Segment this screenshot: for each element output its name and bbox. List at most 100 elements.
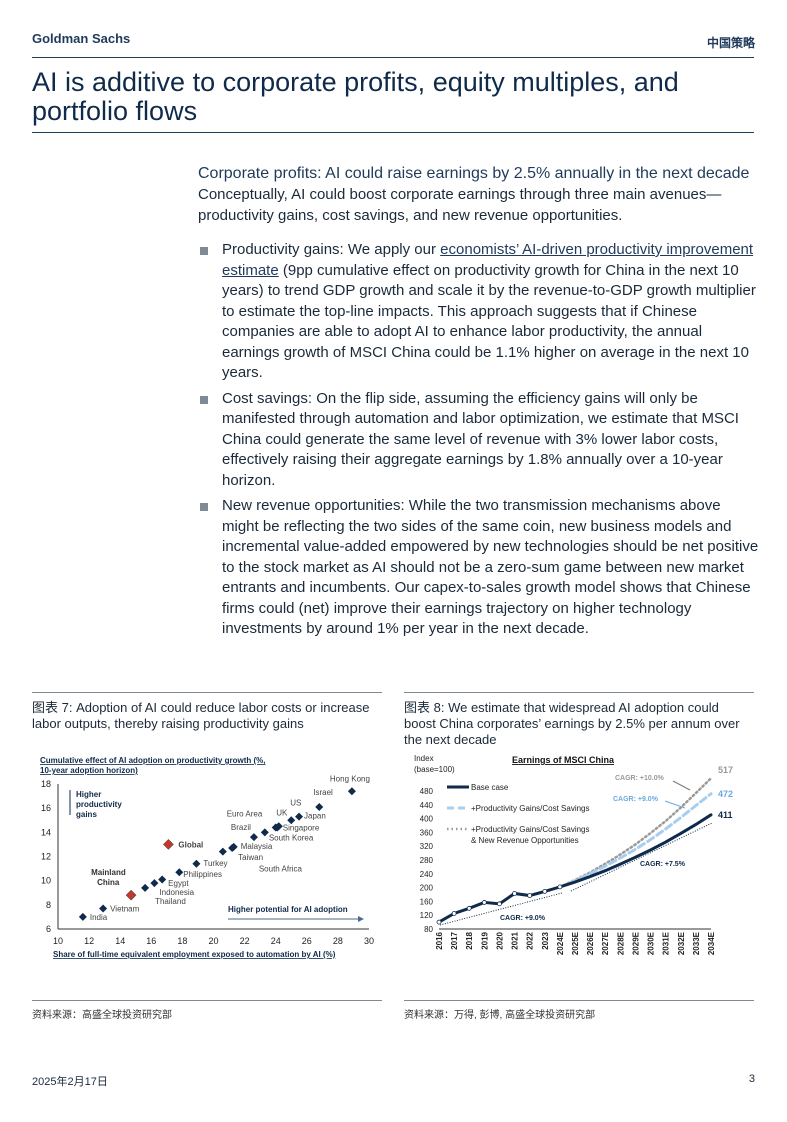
point-label: Philippines [183,870,222,879]
x-tick-label: 2032E [677,931,686,955]
series-line [558,792,713,889]
point-label: China [97,878,120,887]
y-tick-label: 80 [424,925,433,934]
cagr-arrow [570,822,713,892]
end-label: 472 [718,789,733,799]
figure-8-caption: 图表 8: We estimate that widespread AI ado… [404,700,740,747]
figure-7-source: 资料来源：高盛全球投资研究部 [32,1010,172,1021]
data-point [175,868,184,877]
point-label: South Korea [269,833,314,842]
x-tick-label: 14 [115,936,125,946]
y-tick-label: 14 [41,827,51,837]
legend-label: +Productivity Gains/Cost Savings [471,825,590,834]
point-label: Israel [313,788,333,797]
point-label: Taiwan [238,853,263,862]
title-rule [32,132,754,133]
x-tick-label: 18 [177,936,187,946]
point-label: Hong Kong [330,774,370,783]
data-marker [451,911,457,916]
x-tick-label: 2030E [647,931,656,955]
annotation: productivity [76,800,122,809]
x-tick-label: 2033E [692,931,701,955]
economists-estimate-link[interactable]: economists’ AI-driven productivity impro… [222,241,754,279]
data-marker [542,888,548,894]
cagr-label: CAGR: +7.5% [640,861,686,868]
y-tick-label: 440 [420,801,434,810]
x-tick-label: 2022 [526,931,535,949]
point-label: Japan [304,812,326,821]
x-tick-label: 30 [364,936,374,946]
x-tick-label: 22 [240,936,250,946]
data-point [274,822,283,831]
intro-paragraph: Conceptually, AI could boost corporate e… [198,186,722,224]
point-label: South Africa [259,865,303,874]
x-tick-label: 2016 [435,931,444,949]
point-label: Egypt [168,879,189,888]
data-point [295,812,304,821]
data-point [141,883,150,892]
x-tick-label: 20 [208,936,218,946]
data-marker [481,900,487,905]
bullet-text: (9pp cumulative effect on productivity g… [222,261,756,382]
cagr-label: CAGR: +9.0% [500,915,546,922]
x-tick-label: 2021 [511,931,520,949]
annotation: Higher potential for AI adoption [228,905,348,914]
x-tick-label: 16 [146,936,156,946]
y-tick-label: 6 [46,924,51,934]
point-label: India [90,913,108,922]
figure-rule [32,1000,382,1001]
data-marker [497,901,502,907]
x-tick-label: 2024E [556,931,565,955]
page-title: AI is additive to corporate profits, equ… [32,67,679,126]
point-label: Malaysia [241,842,273,851]
data-point [150,879,159,888]
point-label: UK [276,809,288,818]
data-point [347,787,356,796]
x-tick-label: 2026E [586,931,595,955]
cagr-label: CAGR: +9.0% [613,796,659,803]
chart-title: Cumulative effect of AI adoption on prod… [40,756,265,765]
cagr-arrow [664,800,686,809]
y-axis-label: (base=100) [414,765,455,774]
point-label: Global [178,840,203,849]
page-number: 3 [748,1073,755,1085]
y-tick-label: 360 [420,828,434,837]
x-tick-label: 2017 [450,931,459,949]
point-label: Singapore [283,823,320,832]
data-point [218,847,227,856]
end-label: 411 [718,810,733,820]
point-label: Indonesia [159,888,194,897]
data-point [249,833,258,842]
y-tick-label: 480 [420,787,434,796]
bullet-new-revenue: New revenue opportunities: While the two… [198,496,760,640]
y-tick-label: 120 [420,911,434,920]
subheading: Corporate profits: AI could raise earnin… [198,165,750,182]
header-rule [32,57,754,58]
bullet-text: New revenue opportunities: While the two… [222,497,759,637]
body-text: Corporate profits: AI could raise earnin… [198,163,760,645]
data-point [99,904,108,913]
x-tick-label: 10 [53,936,63,946]
figure-rule [404,1000,754,1001]
x-tick-label: 2020 [495,931,504,949]
x-tick-label: 24 [271,936,281,946]
point-label: US [290,798,301,807]
legend-label: +Productivity Gains/Cost Savings [471,804,590,813]
data-point [315,802,324,811]
y-tick-label: 10 [41,876,51,886]
y-tick-label: 400 [420,815,434,824]
legend-label: Base case [471,783,509,792]
cagr-arrow [439,892,563,926]
chart-title: Earnings of MSCI China [512,755,615,765]
y-tick-label: 18 [41,779,51,789]
y-tick-label: 240 [420,870,434,879]
data-point [229,842,238,851]
figure-rule [404,692,754,693]
y-tick-label: 200 [420,884,434,893]
y-tick-label: 280 [420,856,434,865]
bullet-text: Productivity gains: We apply our [222,241,441,258]
bullet-text: Cost savings: On the flip side, assuming… [222,389,739,489]
figure-8-source: 资料来源：万得, 彭博, 高盛全球投资研究部 [404,1010,596,1021]
point-label: Brazil [231,823,251,832]
x-tick-label: 2027E [601,931,610,955]
